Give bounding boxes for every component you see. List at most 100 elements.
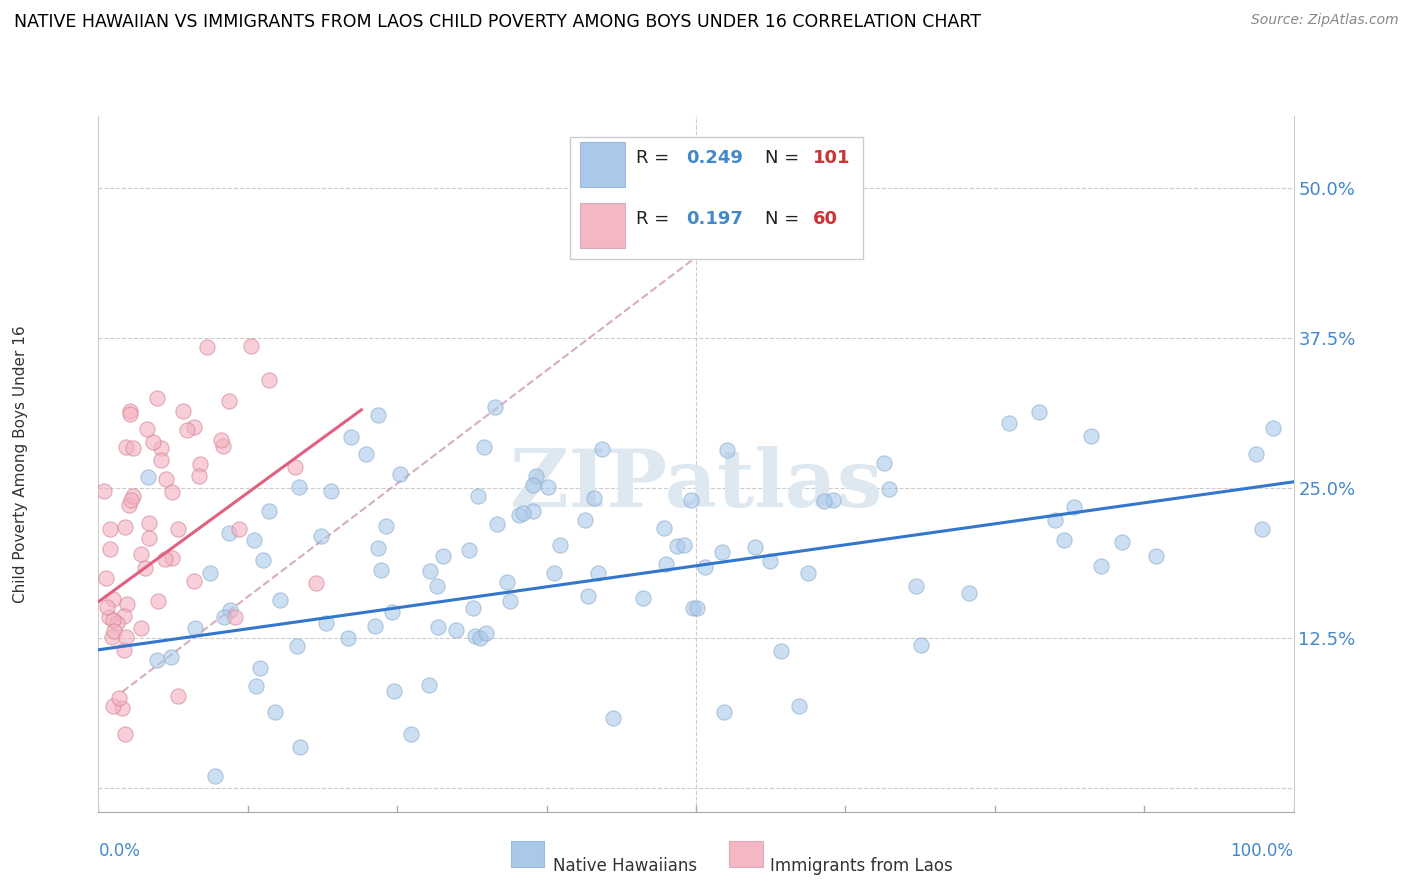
Point	[543, 566, 565, 580]
Point	[100, 522, 122, 536]
Point	[686, 601, 709, 615]
Point	[103, 624, 125, 638]
Point	[461, 600, 484, 615]
Point	[214, 610, 236, 624]
Point	[138, 531, 160, 545]
FancyBboxPatch shape	[510, 841, 544, 867]
Point	[101, 592, 124, 607]
Text: NATIVE HAWAIIAN VS IMMIGRANTS FROM LAOS CHILD POVERTY AMONG BOYS UNDER 16 CORREL: NATIVE HAWAIIAN VS IMMIGRANTS FROM LAOS …	[14, 13, 981, 31]
Point	[655, 557, 678, 571]
Point	[444, 623, 467, 637]
Point	[526, 468, 548, 483]
Point	[290, 739, 312, 754]
Text: Child Poverty Among Boys Under 16: Child Poverty Among Boys Under 16	[13, 325, 28, 603]
Point	[115, 440, 138, 454]
Text: Source: ZipAtlas.com: Source: ZipAtlas.com	[1251, 13, 1399, 28]
Point	[1244, 447, 1267, 461]
Point	[652, 521, 675, 535]
Point	[103, 614, 125, 628]
Point	[401, 727, 423, 741]
Point	[118, 404, 141, 418]
Text: R =: R =	[636, 210, 675, 227]
Point	[602, 711, 624, 725]
Point	[149, 442, 172, 456]
Point	[98, 542, 121, 557]
Point	[998, 416, 1021, 430]
Point	[1144, 549, 1167, 563]
Point	[101, 630, 124, 644]
Point	[458, 543, 481, 558]
Point	[354, 447, 377, 461]
Point	[155, 472, 177, 486]
Point	[877, 482, 900, 496]
Point	[418, 678, 440, 692]
Point	[364, 619, 387, 633]
Point	[148, 594, 170, 608]
Point	[426, 579, 449, 593]
Point	[176, 423, 198, 437]
Point	[184, 621, 207, 635]
Point	[240, 339, 263, 353]
Point	[591, 442, 613, 456]
Point	[512, 506, 534, 520]
Point	[484, 400, 506, 414]
Point	[682, 601, 704, 615]
Point	[245, 679, 267, 693]
FancyBboxPatch shape	[581, 142, 626, 187]
Point	[381, 605, 404, 619]
Point	[769, 643, 792, 657]
Point	[118, 407, 141, 421]
Point	[142, 434, 165, 449]
FancyBboxPatch shape	[581, 203, 626, 248]
Point	[287, 480, 309, 494]
Point	[114, 520, 136, 534]
Text: 0.0%: 0.0%	[98, 842, 141, 860]
Text: 0.197: 0.197	[686, 210, 744, 227]
Point	[172, 404, 194, 418]
Point	[153, 551, 176, 566]
Point	[309, 529, 332, 543]
Point	[243, 533, 266, 548]
Point	[797, 566, 820, 580]
Point	[228, 522, 250, 536]
Point	[672, 538, 695, 552]
Point	[1263, 420, 1285, 434]
Point	[713, 705, 735, 719]
Point	[1053, 533, 1076, 547]
Point	[198, 566, 221, 580]
Point	[114, 727, 136, 741]
Point	[162, 484, 184, 499]
Point	[122, 489, 145, 503]
Point	[464, 629, 486, 643]
Point	[522, 478, 544, 492]
Point	[167, 689, 190, 703]
Point	[631, 591, 654, 605]
Point	[118, 498, 141, 512]
Point	[467, 489, 489, 503]
Point	[257, 504, 280, 518]
Point	[212, 439, 235, 453]
Point	[337, 631, 360, 645]
Point	[96, 600, 118, 615]
Point	[548, 538, 571, 552]
Text: 60: 60	[813, 210, 838, 227]
Point	[744, 541, 766, 555]
Point	[681, 493, 703, 508]
Point	[111, 700, 134, 714]
Point	[537, 480, 560, 494]
Point	[370, 563, 392, 577]
Point	[823, 493, 845, 508]
Point	[574, 513, 596, 527]
Point	[249, 661, 271, 675]
Point	[710, 545, 733, 559]
Point	[432, 549, 454, 563]
Point	[813, 493, 835, 508]
Point	[367, 541, 389, 555]
Point	[665, 539, 688, 553]
Text: N =: N =	[765, 149, 806, 168]
Point	[150, 453, 173, 467]
Text: Immigrants from Laos: Immigrants from Laos	[770, 857, 953, 875]
Point	[146, 652, 169, 666]
Point	[108, 691, 131, 706]
Point	[1028, 405, 1050, 419]
